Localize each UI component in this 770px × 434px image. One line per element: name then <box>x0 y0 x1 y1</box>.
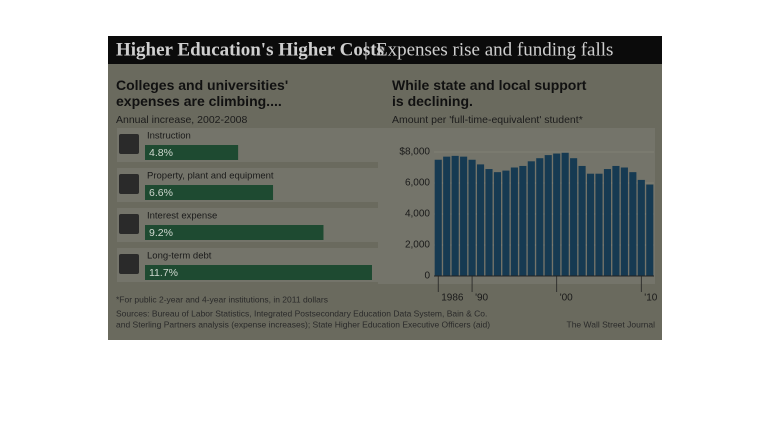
chart-subtitle: Amount per 'full-time-equivalent' studen… <box>392 114 583 126</box>
bar <box>646 184 654 276</box>
bar <box>485 169 493 276</box>
bar <box>519 165 527 276</box>
footnote: *For public 2-year and 4-year institutio… <box>116 294 328 304</box>
bar <box>544 155 552 276</box>
chart-title: While state and local support is declinin… <box>392 77 587 109</box>
bar <box>434 159 442 276</box>
x-tick-label: '10 <box>644 293 657 304</box>
bar <box>145 265 372 280</box>
bar <box>502 170 510 276</box>
y-tick-label: 4,000 <box>405 209 430 220</box>
bar <box>527 161 535 276</box>
header-bar <box>108 36 662 64</box>
source-line: Sources: Bureau of Labor Statistics, Int… <box>116 308 487 318</box>
bar <box>553 153 561 276</box>
y-tick-label: $8,000 <box>399 147 430 158</box>
bar <box>460 156 468 276</box>
y-tick-label: 0 <box>424 271 430 282</box>
category-label: Property, plant and equipment <box>147 171 274 182</box>
category-label: Long-term debt <box>147 251 212 262</box>
bar <box>476 164 485 276</box>
value-label: 11.7% <box>149 267 178 279</box>
bar <box>451 155 459 276</box>
icon <box>119 174 139 194</box>
bar <box>612 165 620 276</box>
source-line: and Sterling Partners analysis (expense … <box>116 319 490 329</box>
bar <box>561 152 569 276</box>
bar <box>468 159 476 276</box>
icon <box>119 134 139 154</box>
bar <box>145 145 239 160</box>
header-title: Higher Education's Higher Costs <box>116 39 384 60</box>
value-label: 9.2% <box>149 227 173 239</box>
value-label: 4.8% <box>149 147 173 159</box>
header-subtitle: Expenses rise and funding falls <box>376 39 613 60</box>
x-tick-label: '00 <box>560 293 573 304</box>
bar <box>145 185 274 200</box>
icon <box>119 214 139 234</box>
x-tick-label: 1986 <box>441 293 464 304</box>
y-tick-label: 2,000 <box>405 240 430 251</box>
bar <box>443 156 451 276</box>
bar <box>620 167 628 276</box>
bar <box>637 179 645 276</box>
y-tick-label: 6,000 <box>405 178 430 189</box>
category-label: Instruction <box>147 131 191 142</box>
chart-title: Colleges and universities' expenses are c… <box>116 77 288 109</box>
credit: The Wall Street Journal <box>567 319 656 329</box>
bar <box>578 165 586 276</box>
x-tick-label: '90 <box>475 293 488 304</box>
bar <box>145 225 324 240</box>
bar <box>510 167 518 276</box>
icon <box>119 254 139 274</box>
bar <box>595 173 603 276</box>
chart-subtitle: Annual increase, 2002-2008 <box>116 114 248 126</box>
bar <box>629 172 637 276</box>
bar <box>586 173 595 276</box>
bar <box>536 158 544 276</box>
header-separator: | <box>364 39 368 60</box>
bar <box>493 172 502 276</box>
value-label: 6.6% <box>149 187 173 199</box>
bar <box>603 169 612 276</box>
bar <box>570 158 578 276</box>
category-label: Interest expense <box>147 211 217 222</box>
